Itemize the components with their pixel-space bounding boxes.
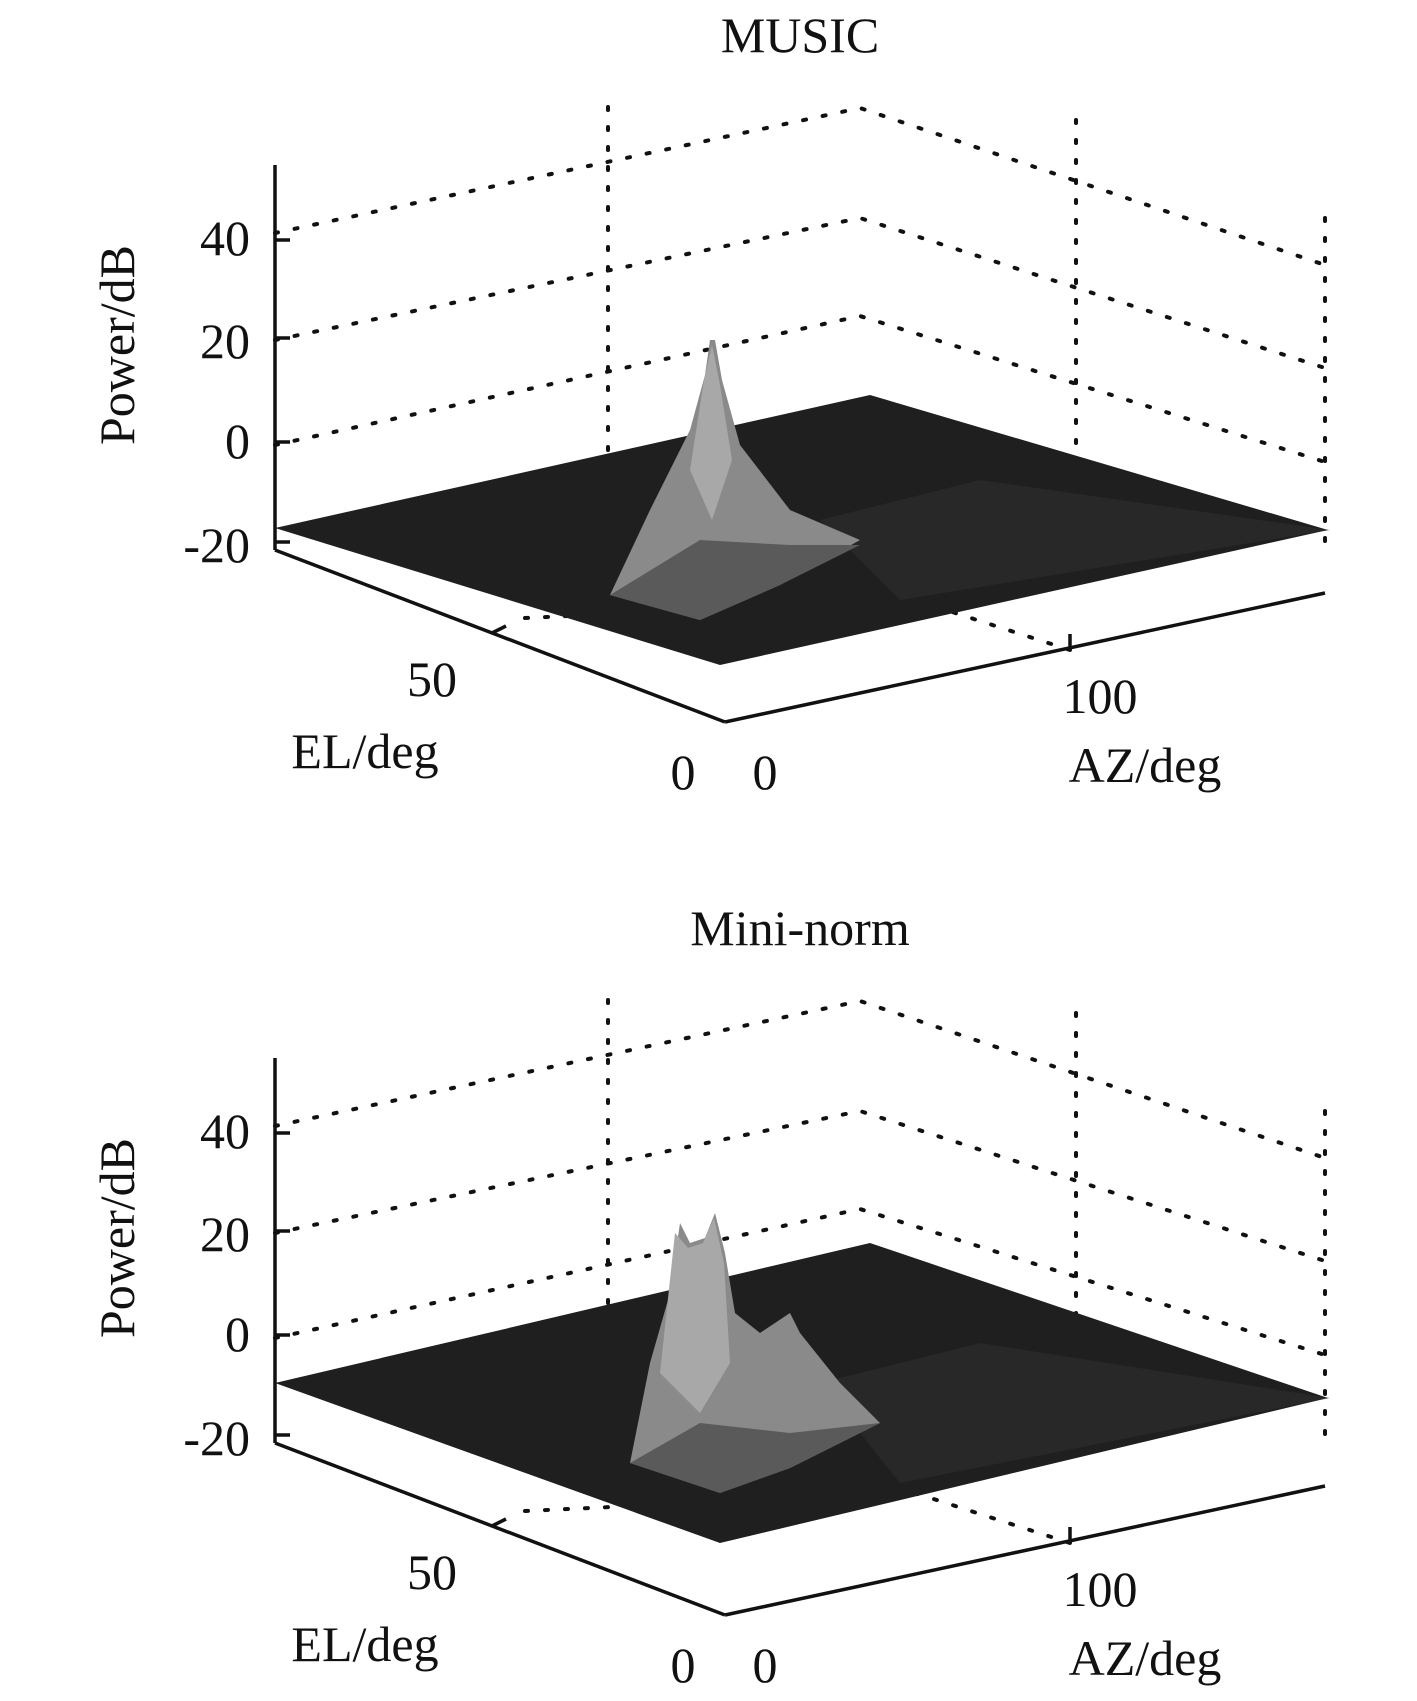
- az-tick-label: 100: [1063, 1561, 1138, 1617]
- az-tick-label: 100: [1063, 668, 1138, 724]
- z-tick-label: 40: [200, 1103, 250, 1159]
- gridline-20: [273, 1108, 1327, 1263]
- labels-layer: 40 20 0 -20 Power/dB 50 0 0 100 EL/deg A…: [89, 1103, 1221, 1693]
- gridline-40: [273, 105, 1327, 267]
- el-axis-label: EL/deg: [291, 723, 438, 779]
- axes-layer: [273, 1058, 1326, 1617]
- el-axis-line: [274, 1441, 726, 1617]
- chart-title: Mini-norm: [690, 900, 910, 956]
- az-axis-label: AZ/deg: [1069, 737, 1222, 793]
- peak-shadow: [630, 1423, 880, 1493]
- z-tick-label: -20: [183, 517, 250, 573]
- surface-shade: [820, 480, 1330, 600]
- el-tick-mark: [491, 624, 507, 635]
- surface-layer: [275, 1213, 1330, 1543]
- labels-layer: 40 20 0 -20 Power/dB 50 0 0 100 EL/deg A…: [89, 210, 1221, 800]
- az-tick-label: 0: [753, 1637, 778, 1693]
- surface-layer: [275, 340, 1330, 665]
- z-tick-label: 0: [225, 1306, 250, 1362]
- el-axis-label: EL/deg: [291, 1616, 438, 1672]
- peak-shadow: [610, 540, 860, 620]
- chart-title: MUSIC: [721, 7, 879, 63]
- peak-highlight: [660, 1218, 730, 1413]
- music-panel: MUSIC: [89, 7, 1330, 800]
- grid-layer: [273, 998, 1327, 1545]
- z-axis-label: Power/dB: [89, 1138, 145, 1338]
- el-tick-label: 0: [671, 1637, 696, 1693]
- el-tick-mark: [491, 1517, 507, 1528]
- el-tick-label: 50: [407, 1544, 457, 1600]
- el-axis-line: [274, 548, 726, 724]
- el-tick-label: 0: [671, 744, 696, 800]
- az-axis-line: [724, 1484, 1326, 1617]
- floor-gridline: [913, 1491, 1072, 1545]
- z-tick-label: 40: [200, 210, 250, 266]
- surface-shade: [820, 1343, 1330, 1483]
- z-tick-label: 0: [225, 413, 250, 469]
- mini-norm-panel: Mini-norm: [89, 900, 1330, 1693]
- gridline-0: [273, 1206, 1327, 1357]
- z-tick-label: 20: [200, 1206, 250, 1262]
- az-axis-line: [724, 591, 1326, 724]
- az-tick-label: 0: [753, 744, 778, 800]
- floor-gridline: [913, 598, 1072, 652]
- az-axis-label: AZ/deg: [1069, 1630, 1222, 1686]
- z-axis-label: Power/dB: [89, 245, 145, 445]
- el-tick-label: 50: [407, 651, 457, 707]
- grid-layer: [273, 105, 1327, 652]
- z-tick-label: 20: [200, 313, 250, 369]
- peak-highlight: [690, 345, 732, 520]
- axes-layer: [273, 165, 1326, 724]
- gridline-0: [273, 313, 1327, 464]
- z-tick-label: -20: [183, 1410, 250, 1466]
- gridline-40: [273, 998, 1327, 1160]
- gridline-20: [273, 215, 1327, 370]
